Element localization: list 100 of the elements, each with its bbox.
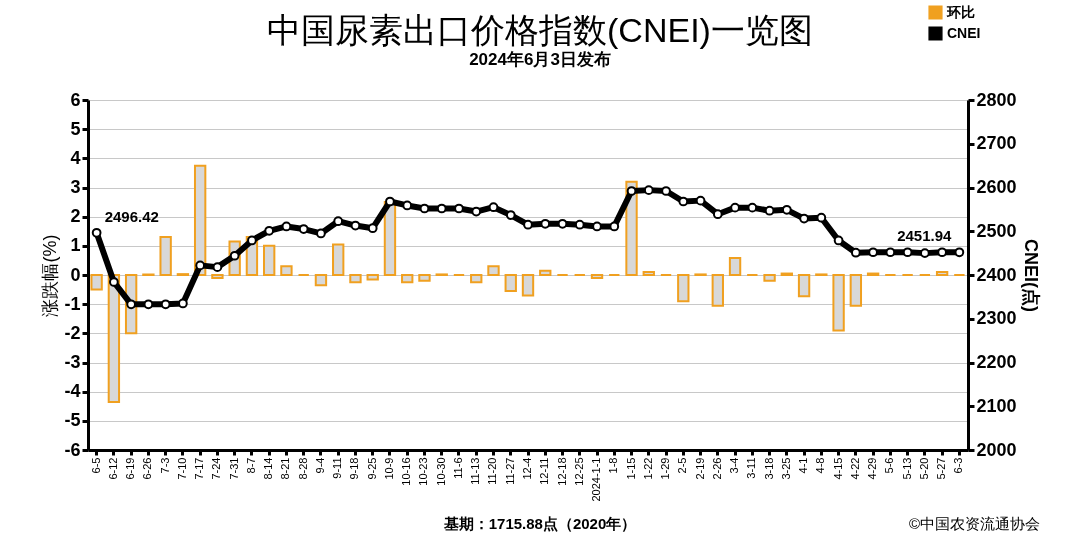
x-tick-label: 2-26 bbox=[710, 457, 723, 480]
x-tick-label: 4-1 bbox=[797, 457, 810, 474]
x-tick-label: 7-31 bbox=[227, 457, 240, 480]
point bbox=[402, 200, 413, 211]
point bbox=[764, 205, 775, 216]
bar bbox=[487, 265, 500, 276]
bar bbox=[263, 244, 276, 276]
point bbox=[885, 247, 896, 258]
bar bbox=[832, 274, 845, 332]
x-tick-label: 9-11 bbox=[331, 457, 344, 479]
legend-label: 环比 bbox=[946, 3, 975, 20]
point bbox=[350, 220, 361, 231]
x-tick-label: 6-26 bbox=[141, 457, 154, 480]
point bbox=[488, 202, 499, 213]
bar bbox=[159, 236, 172, 276]
x-tick-label: 3-4 bbox=[728, 457, 741, 474]
chart-title: 中国尿素出口价格指数(CNEI)一览图 bbox=[267, 11, 813, 49]
bar bbox=[332, 243, 345, 276]
chart-subtitle: 2024年6月3日发布 bbox=[468, 49, 612, 71]
x-tick-label: 8-7 bbox=[244, 457, 257, 474]
point bbox=[695, 195, 706, 206]
x-tick-label: 10-23 bbox=[417, 457, 430, 486]
bar bbox=[539, 269, 552, 276]
point bbox=[109, 277, 119, 287]
bar bbox=[504, 274, 517, 293]
point bbox=[643, 185, 654, 195]
legend-label: CNEI bbox=[947, 24, 981, 41]
point bbox=[712, 209, 723, 220]
x-tick-label: 1-15 bbox=[624, 457, 637, 480]
bar bbox=[470, 274, 483, 284]
point bbox=[609, 221, 620, 232]
bar bbox=[677, 274, 690, 303]
bar bbox=[107, 274, 121, 403]
bar bbox=[90, 274, 103, 291]
x-tick-label: 4-29 bbox=[866, 457, 879, 480]
point bbox=[557, 218, 568, 229]
y2-tick-label: 2800 bbox=[976, 89, 1017, 110]
x-tick-label: 4-22 bbox=[848, 457, 861, 480]
x-tick-label: 6-19 bbox=[124, 457, 137, 480]
y2-tick-label: 2000 bbox=[976, 439, 1017, 460]
point bbox=[626, 186, 637, 196]
point bbox=[678, 196, 689, 207]
y-tick-label: 3 bbox=[70, 177, 81, 197]
x-tick-label: 2-5 bbox=[676, 457, 689, 474]
bar bbox=[349, 274, 362, 284]
point bbox=[454, 203, 464, 214]
point bbox=[178, 298, 188, 309]
x-tick-label: 1-29 bbox=[659, 457, 672, 480]
x-tick-label: 7-10 bbox=[175, 457, 188, 480]
point bbox=[367, 223, 378, 234]
bar bbox=[728, 257, 742, 276]
x-tick-label: 8-21 bbox=[279, 457, 292, 480]
y-tick-label: -2 bbox=[64, 322, 81, 343]
x-tick-label: 8-28 bbox=[296, 457, 309, 480]
point bbox=[954, 247, 965, 258]
point bbox=[937, 247, 947, 258]
point bbox=[333, 216, 344, 227]
point bbox=[799, 213, 809, 224]
point bbox=[419, 203, 430, 214]
x-tick-label: 7-3 bbox=[158, 457, 171, 474]
x-tick-label: 9-18 bbox=[348, 457, 361, 480]
x-tick-label: 11-13 bbox=[469, 457, 482, 485]
point bbox=[471, 206, 482, 217]
bar bbox=[366, 274, 379, 281]
x-tick-label: 3-11 bbox=[745, 457, 758, 479]
point bbox=[264, 225, 275, 236]
x-tick-label: 5-13 bbox=[900, 457, 913, 480]
x-tick-label: 8-14 bbox=[262, 457, 275, 480]
y-tick-label: 2 bbox=[70, 206, 81, 227]
y2-tick-label: 2200 bbox=[976, 352, 1017, 372]
x-tick-label: 3-25 bbox=[779, 457, 792, 480]
data-label: 2451.94 bbox=[897, 227, 953, 245]
y2-tick-label: 2600 bbox=[976, 177, 1017, 197]
y-tick-label: -3 bbox=[64, 352, 81, 372]
y2-tick-label: 2100 bbox=[976, 395, 1017, 416]
y-tick-label: -4 bbox=[64, 381, 81, 402]
point bbox=[195, 260, 206, 271]
point bbox=[919, 248, 930, 258]
x-tick-label: 10-16 bbox=[400, 457, 413, 486]
point bbox=[540, 218, 551, 229]
y-tick-label: 6 bbox=[70, 89, 81, 110]
x-tick-label: 11-27 bbox=[503, 457, 516, 485]
point bbox=[730, 202, 740, 213]
point bbox=[833, 235, 844, 246]
x-tick-label: 12-18 bbox=[555, 457, 568, 486]
x-tick-label: 10-30 bbox=[434, 457, 447, 486]
point bbox=[212, 262, 223, 272]
y-tick-label: 4 bbox=[70, 147, 81, 168]
text: 基期：1715.88点（2020年） bbox=[443, 515, 637, 534]
data-label: 2496.42 bbox=[104, 207, 159, 225]
bar bbox=[642, 271, 655, 276]
point bbox=[91, 227, 102, 238]
x-tick-label: 2-19 bbox=[693, 457, 706, 480]
point bbox=[505, 210, 516, 220]
point bbox=[661, 186, 671, 196]
bar bbox=[418, 274, 431, 282]
point bbox=[816, 212, 827, 223]
point bbox=[574, 219, 585, 230]
point bbox=[281, 221, 292, 232]
y2-tick-label: 2400 bbox=[976, 264, 1017, 285]
